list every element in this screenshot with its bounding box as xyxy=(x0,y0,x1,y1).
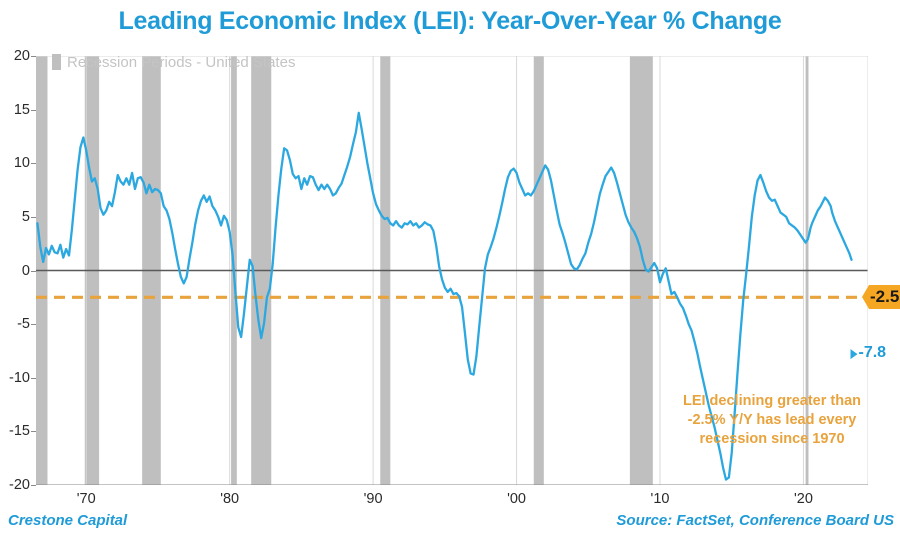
x-tick-label-00: '00 xyxy=(507,491,526,507)
y-tick-mark xyxy=(31,56,36,57)
x-tick-label-20: '20 xyxy=(793,491,813,507)
y-tick-label-15: 15 xyxy=(13,101,30,118)
y-tick-mark xyxy=(31,216,36,218)
y-tick-mark xyxy=(31,109,36,111)
y-tick-label-10: 10 xyxy=(13,155,30,172)
lei-line-chart xyxy=(36,56,868,485)
y-tick-label-neg10: -10 xyxy=(9,369,30,386)
y-tick-label-20: 20 xyxy=(13,48,30,64)
y-tick-mark xyxy=(31,377,36,379)
y-tick-mark xyxy=(31,431,36,433)
y-tick-label-0: 0 xyxy=(21,262,30,279)
x-tick-label-10: '10 xyxy=(650,491,670,507)
annotation-line-2: -2.5% Y/Y has lead every xyxy=(687,412,857,428)
footer-source: Source: FactSet, Conference Board US xyxy=(616,512,894,529)
x-tick-label-70: '70 xyxy=(76,491,96,507)
y-tick-label-neg5: -5 xyxy=(17,316,30,333)
y-tick-label-5: 5 xyxy=(21,208,30,225)
y-tick-mark xyxy=(31,324,36,326)
page-title: Leading Economic Index (LEI): Year-Over-… xyxy=(118,7,782,35)
y-tick-label-neg15: -15 xyxy=(9,423,30,440)
annotation-callout: LEI declining greater than -2.5% Y/Y has… xyxy=(658,392,886,449)
last-point-marker-group xyxy=(850,349,858,360)
annotation-line-3: recession since 1970 xyxy=(699,431,845,447)
y-tick-mark xyxy=(31,163,36,165)
last-value-label: -7.8 xyxy=(858,344,887,362)
plot-area xyxy=(36,56,868,485)
x-tick-label-90: '90 xyxy=(363,491,383,507)
annotation-line-1: LEI declining greater than xyxy=(682,393,862,409)
x-tick-label-80: '80 xyxy=(220,491,240,507)
last-point-arrow-icon xyxy=(850,349,858,360)
y-tick-label-neg20: -20 xyxy=(9,477,30,493)
y-tick-mark xyxy=(31,485,36,486)
badge-pointer-icon xyxy=(862,285,869,310)
y-tick-mark xyxy=(31,270,36,272)
threshold-badge: -2.5 xyxy=(862,285,900,310)
threshold-badge-label: -2.5 xyxy=(869,285,900,310)
footer-brand: Crestone Capital xyxy=(8,512,128,529)
series-line-group xyxy=(36,111,853,481)
lei-series-line xyxy=(36,111,853,481)
